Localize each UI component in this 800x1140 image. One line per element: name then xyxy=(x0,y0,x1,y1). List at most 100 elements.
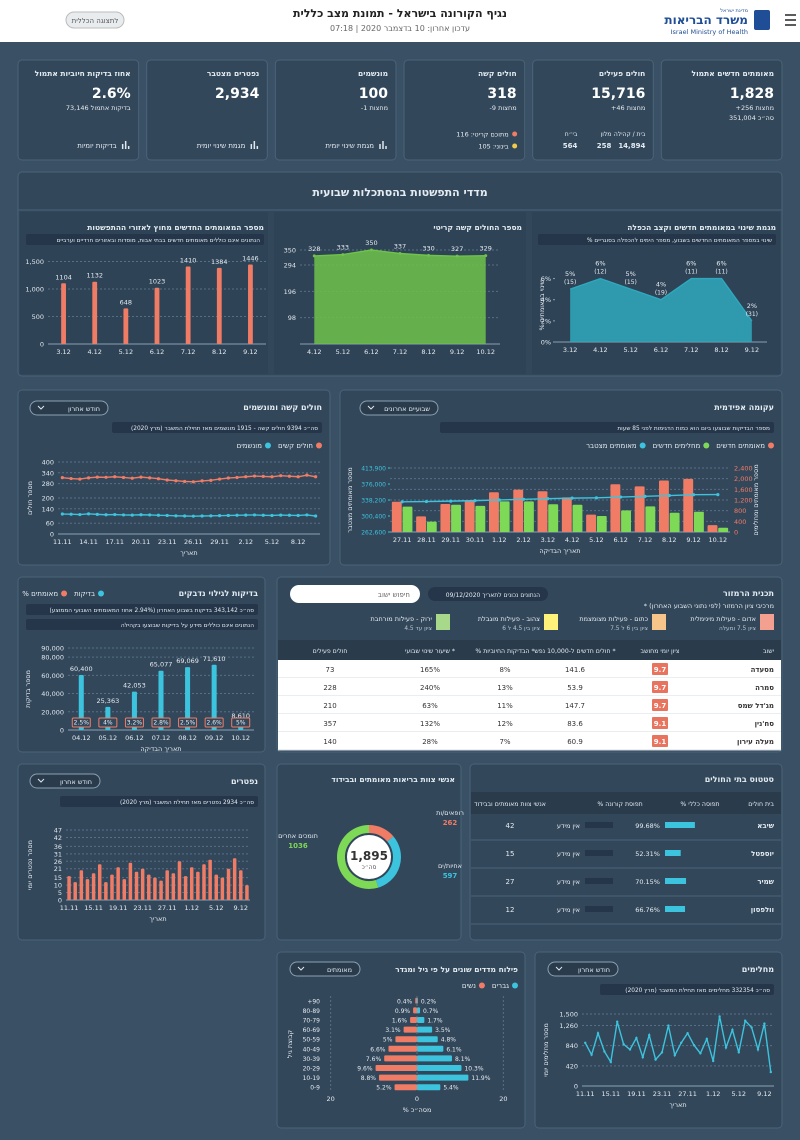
x-tick-label: 30.11 xyxy=(466,536,485,544)
y-tick-label: 31 xyxy=(54,850,62,858)
bar xyxy=(116,867,120,900)
bar xyxy=(417,1055,452,1062)
general-view-button[interactable] xyxy=(65,11,125,29)
point xyxy=(314,475,318,479)
point xyxy=(287,513,292,517)
y-tick-label: 196 xyxy=(284,288,296,296)
card-value: 1,828 xyxy=(730,86,774,102)
point xyxy=(165,478,169,482)
y-tick-label: 400 xyxy=(42,459,54,467)
dropdown[interactable] xyxy=(29,400,109,416)
bar xyxy=(417,1074,469,1081)
chart-title: אנשי צוות בריאות מאומתים ובבידוד xyxy=(331,775,455,784)
bar xyxy=(561,497,572,532)
point xyxy=(121,513,126,517)
bar xyxy=(153,877,157,900)
card-item: בינוני: 105 xyxy=(478,143,509,151)
note: סה״כ 332354 מחלימים מאז תחילת המשבר (מרץ… xyxy=(625,987,770,994)
data-label: 6% xyxy=(716,260,726,268)
x-tick-label: 20 xyxy=(499,1095,507,1103)
y-tick-label: 20-29 xyxy=(303,1066,321,1073)
date-label: הנתונים נכונים לתאריך 09/12/2020 xyxy=(446,592,540,599)
menu-icon[interactable] xyxy=(785,14,796,26)
x-tick-label: 5.12 xyxy=(119,348,133,356)
x-tick-label: 14.11 xyxy=(79,538,98,546)
dropdown[interactable] xyxy=(289,961,361,977)
dropdown[interactable] xyxy=(547,961,619,977)
point xyxy=(139,513,143,517)
value-box xyxy=(124,717,144,728)
x-tick-label: 29.11 xyxy=(441,536,460,544)
x-tick-label: 28.11 xyxy=(417,536,436,544)
card-cell: בי״ח xyxy=(565,131,578,138)
legend-label: נשים xyxy=(462,982,476,990)
dropdown[interactable] xyxy=(29,773,101,789)
y-tick-label: 60 xyxy=(46,520,54,528)
bar xyxy=(196,871,200,900)
table-cell: 27 xyxy=(506,878,515,886)
point xyxy=(235,513,239,517)
bar xyxy=(140,868,145,900)
bar xyxy=(693,511,704,532)
point xyxy=(217,514,222,518)
y-tick-label: 60-69 xyxy=(303,1027,321,1034)
point xyxy=(424,499,429,504)
table-cell: 7% xyxy=(499,738,510,746)
bar xyxy=(417,1045,444,1052)
chevron xyxy=(555,966,563,971)
panel xyxy=(146,59,268,161)
table-cell: סמרה xyxy=(755,684,774,692)
point xyxy=(691,493,696,497)
y-axis-title: % שינוי במאומתים xyxy=(538,279,546,330)
y-tick-label: 1,000 xyxy=(25,286,44,294)
bar xyxy=(239,870,243,900)
point xyxy=(570,496,574,500)
table-row xyxy=(278,696,781,714)
x-tick-label: 6.12 xyxy=(613,536,627,544)
chart-icon[interactable] xyxy=(121,141,130,149)
x-axis-title: תאריך xyxy=(180,549,197,557)
chart-icon[interactable] xyxy=(379,141,387,149)
point xyxy=(252,474,257,478)
legend-label: מחלימים חדשים xyxy=(653,442,701,450)
point xyxy=(226,476,230,480)
chart-title: פילוח מדדים שונים על פי גיל ומגדר xyxy=(395,965,518,974)
x-tick-label: 7.12 xyxy=(393,348,407,356)
chart-title: בדיקות לגילוי נדבקים xyxy=(179,589,258,598)
data-label: 11.9% xyxy=(471,1075,490,1082)
x-tick-label: 05.12 xyxy=(99,734,118,742)
bar xyxy=(395,1036,417,1043)
data-label: 330 xyxy=(422,244,434,252)
x-tick-label: 3.12 xyxy=(563,346,577,354)
point xyxy=(305,513,309,517)
x-axis-title: % מסה״כ xyxy=(403,1106,432,1114)
x-tick-label: 1.12 xyxy=(184,904,198,912)
y2-tick-label: 262,600 xyxy=(361,530,386,537)
dropdown-label: חודש אחרון xyxy=(578,966,610,974)
point xyxy=(341,253,345,257)
line xyxy=(402,493,718,503)
dropdown[interactable] xyxy=(359,400,439,416)
bar xyxy=(375,1065,417,1071)
value-box xyxy=(178,717,198,728)
legend-swatch xyxy=(316,442,322,449)
data-label: 327 xyxy=(451,245,463,253)
data-label: 5% xyxy=(236,720,246,727)
chart-icon[interactable] xyxy=(250,141,259,149)
point xyxy=(200,479,204,483)
bar xyxy=(85,879,90,900)
point xyxy=(86,512,91,516)
data-label: 9.6% xyxy=(357,1066,373,1073)
bar xyxy=(537,491,548,532)
card-title: מונשמים xyxy=(358,69,388,78)
search-box[interactable] xyxy=(290,585,420,603)
table-cell: 12% xyxy=(497,720,513,728)
data-label: 2.6% xyxy=(207,720,223,727)
legend-range: ציון 7.5 ומעלה xyxy=(719,625,756,632)
corona-bar xyxy=(585,822,613,828)
data-label: 8.1% xyxy=(455,1056,471,1063)
point xyxy=(648,1033,651,1037)
y-tick-label: 21 xyxy=(54,865,62,873)
x-tick-label: 5.12 xyxy=(336,348,350,356)
